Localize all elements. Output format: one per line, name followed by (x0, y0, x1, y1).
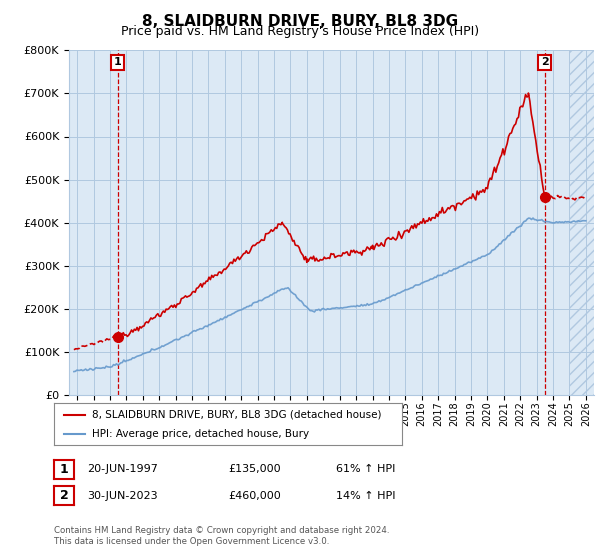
Text: 1: 1 (114, 58, 122, 67)
Text: £460,000: £460,000 (228, 491, 281, 501)
Text: Contains HM Land Registry data © Crown copyright and database right 2024.
This d: Contains HM Land Registry data © Crown c… (54, 526, 389, 546)
Text: 2: 2 (541, 58, 548, 67)
Text: 2: 2 (59, 489, 68, 502)
Text: Price paid vs. HM Land Registry's House Price Index (HPI): Price paid vs. HM Land Registry's House … (121, 25, 479, 38)
Text: 30-JUN-2023: 30-JUN-2023 (87, 491, 158, 501)
Text: £135,000: £135,000 (228, 464, 281, 474)
Text: 61% ↑ HPI: 61% ↑ HPI (336, 464, 395, 474)
Text: 20-JUN-1997: 20-JUN-1997 (87, 464, 158, 474)
Text: 8, SLAIDBURN DRIVE, BURY, BL8 3DG: 8, SLAIDBURN DRIVE, BURY, BL8 3DG (142, 14, 458, 29)
Text: HPI: Average price, detached house, Bury: HPI: Average price, detached house, Bury (92, 429, 310, 439)
Text: 14% ↑ HPI: 14% ↑ HPI (336, 491, 395, 501)
Text: 8, SLAIDBURN DRIVE, BURY, BL8 3DG (detached house): 8, SLAIDBURN DRIVE, BURY, BL8 3DG (detac… (92, 409, 382, 419)
Text: 1: 1 (59, 463, 68, 476)
